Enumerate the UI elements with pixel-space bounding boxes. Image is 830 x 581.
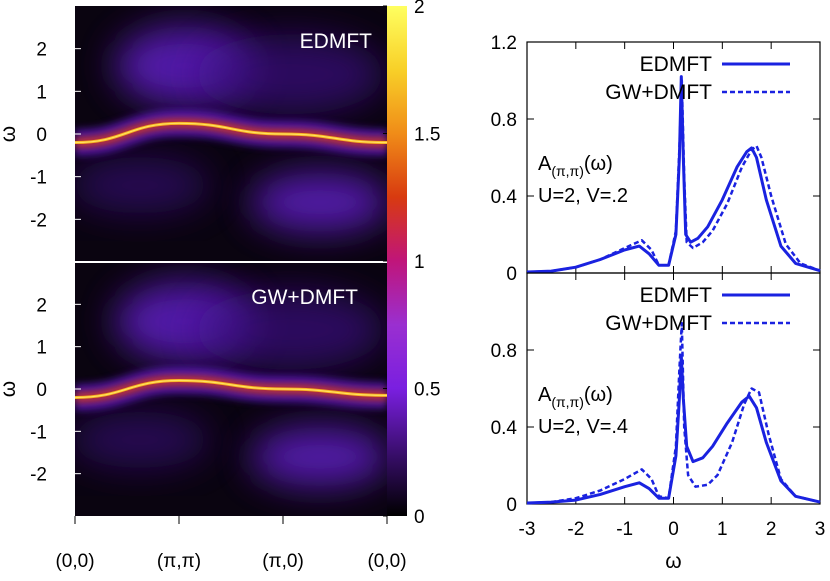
ytick-label: 0: [506, 264, 517, 285]
annotation-spectral-function: A(π,π)(ω): [538, 384, 613, 410]
heatmap-ytick-label: -1: [30, 168, 47, 189]
heatmap-ylabel: ω: [0, 126, 20, 142]
ytick-label: 0: [506, 495, 517, 516]
colorbar-tick-label: 1.5: [414, 125, 440, 146]
colorbar-ticks: 2 1.5 1 0.5 0: [383, 0, 440, 528]
annotation-parameters: U=2, V=.2: [538, 185, 628, 207]
colorbar-tick-label: 1: [414, 252, 425, 273]
ytick-label: 0.8: [491, 110, 517, 131]
heatmap-label-gwdmft: GW+DMFT: [251, 286, 358, 309]
annotation-parameters: U=2, V=.4: [538, 416, 628, 438]
heatmap-ytick-label: 1: [36, 82, 47, 103]
lower-hubbard-band: [250, 426, 387, 487]
heatmap-xtick-label: (π,π): [157, 551, 201, 572]
heatmap-ytick-label: 1: [36, 338, 47, 359]
upper-hubbard-band-tail: [195, 289, 385, 370]
heatmap-ytick-label: 2: [36, 295, 47, 316]
ytick-label: 0.4: [491, 187, 518, 208]
heatmap-axes: -2 -1 0 1 2 ω -2 -1 0 1 2 ω (0,0) (π,π) (π,0) (0,0): [0, 40, 407, 572]
colorbar-tick-label: 0.5: [414, 380, 440, 401]
upper-hubbard-band-tail: [195, 34, 385, 115]
quasiparticle-band-core: [75, 122, 387, 144]
heatmap-label-edmft: EDMFT: [300, 30, 372, 53]
xtick-label: 1: [717, 519, 728, 540]
xtick-label: -2: [567, 519, 584, 540]
xtick-label: 2: [766, 519, 777, 540]
ytick-label: 1.2: [491, 33, 517, 54]
colorbar-gradient: [387, 6, 407, 516]
series-edmft: [526, 354, 821, 505]
annotation-spectral-function: A(π,π)(ω): [538, 153, 613, 179]
legend-label: EDMFT: [640, 53, 712, 76]
series-edmft: [526, 75, 821, 274]
xtick-label: 0: [668, 519, 679, 540]
xtick-label: -3: [519, 519, 536, 540]
colorbar: 2 1.5 1 0.5 0: [383, 0, 440, 528]
ytick-label: 0.8: [491, 341, 517, 362]
heatmap-ytick-label: -2: [30, 210, 47, 231]
line-panel-top: 0 0.4 0.8 1.2 EDMFT GW+DMFT A(π,π)(ω) U=2, V=.2: [491, 33, 821, 285]
legend-label: EDMFT: [640, 284, 712, 307]
ytick-label: 0.4: [491, 418, 518, 439]
heatmap-ytick-label: 0: [36, 125, 47, 146]
legend-label: GW+DMFT: [605, 312, 712, 335]
heatmap-edmft: [75, 6, 387, 262]
lower-hubbard-band: [250, 172, 387, 233]
heatmap-ytick-label: 0: [36, 380, 47, 401]
x-axis-label: ω: [665, 550, 681, 573]
legend-label: GW+DMFT: [605, 81, 712, 104]
series-gw-dmft: [526, 79, 821, 274]
lower-hubbard-band-tail: [75, 411, 210, 468]
lower-hubbard-band-tail: [75, 157, 210, 214]
quasiparticle-band-core: [75, 379, 387, 399]
xtick-label: 3: [815, 519, 826, 540]
heatmap-gwdmft: [75, 262, 387, 516]
line-panel-bottom: 0 0.4 0.8 -3 -2 -1 0 1 2 3 ω EDMFT GW+DMFT A(π,π)(ω) U…: [491, 272, 826, 573]
colorbar-tick-label: 0: [414, 507, 425, 528]
colorbar-tick-label: 2: [414, 0, 425, 18]
heatmap-ytick-label: -2: [30, 465, 47, 486]
heatmap-xtick-label: (0,0): [367, 551, 406, 572]
heatmap-ylabel: ω: [0, 381, 20, 397]
xtick-label: -1: [616, 519, 633, 540]
heatmap-ytick-label: 2: [36, 40, 47, 61]
heatmap-ytick-label: -1: [30, 422, 47, 443]
heatmap-xtick-label: (0,0): [55, 551, 94, 572]
series-gw-dmft: [526, 321, 821, 505]
heatmap-xtick-label: (π,0): [262, 551, 304, 572]
